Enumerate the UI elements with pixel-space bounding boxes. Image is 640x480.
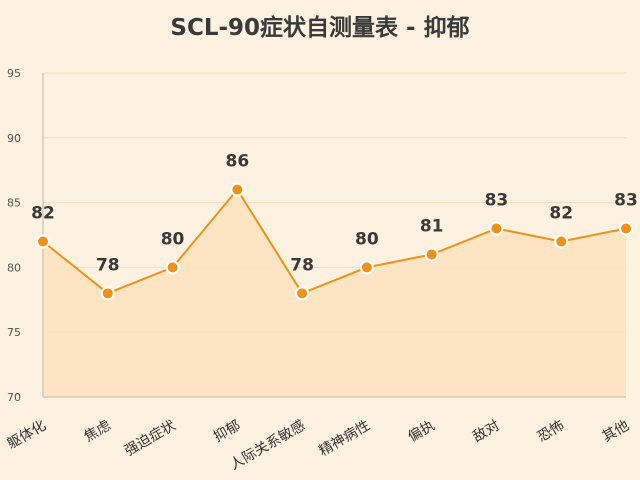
- data-label: 83: [485, 191, 509, 211]
- data-point: [230, 182, 245, 197]
- data-point: [424, 247, 439, 262]
- data-point: [489, 221, 504, 236]
- x-tick-label: 其他: [600, 418, 632, 446]
- data-label: 80: [355, 229, 379, 249]
- data-point: [554, 234, 569, 249]
- label-layer: 82 78 80 86 78 80 81 83 82 83: [31, 152, 638, 276]
- y-tick-label: 85: [7, 197, 21, 210]
- line-layer: [42, 187, 627, 295]
- x-tick-label: 强迫症状: [122, 418, 178, 460]
- data-label: 86: [225, 152, 249, 172]
- data-point: [295, 286, 310, 301]
- x-tick-label: 精神病性: [316, 418, 372, 460]
- x-tick-label: 躯体化: [5, 418, 49, 453]
- data-label: 78: [290, 255, 314, 275]
- data-label: 80: [161, 229, 185, 249]
- data-point: [359, 260, 374, 275]
- data-label: 82: [549, 203, 573, 223]
- data-label: 78: [96, 255, 120, 275]
- x-tick-label: 恐怖: [534, 417, 567, 446]
- y-tick-label: 70: [7, 391, 21, 404]
- data-label: 83: [614, 191, 638, 211]
- x-tick-label: 偏执: [405, 418, 437, 446]
- x-tick-label: 抑郁: [211, 418, 243, 446]
- series-line: [42, 187, 627, 295]
- data-label: 82: [31, 203, 55, 223]
- data-point: [36, 234, 50, 249]
- y-tick-label: 90: [7, 132, 21, 145]
- data-label: 81: [420, 216, 444, 236]
- x-tick-label: 敌对: [470, 418, 502, 446]
- y-tick-label: 95: [7, 67, 21, 80]
- data-point: [619, 221, 633, 236]
- y-tick-label: 75: [7, 326, 21, 339]
- data-point: [165, 260, 180, 275]
- area-layer: [43, 189, 626, 397]
- chart-title: SCL-90症状自测量表 - 抑郁: [170, 15, 470, 41]
- y-tick-label: 80: [7, 261, 21, 274]
- data-point: [100, 286, 115, 301]
- point-layer: [36, 182, 633, 301]
- area-fill: [43, 189, 626, 397]
- x-tick-label: 焦虑: [82, 418, 114, 446]
